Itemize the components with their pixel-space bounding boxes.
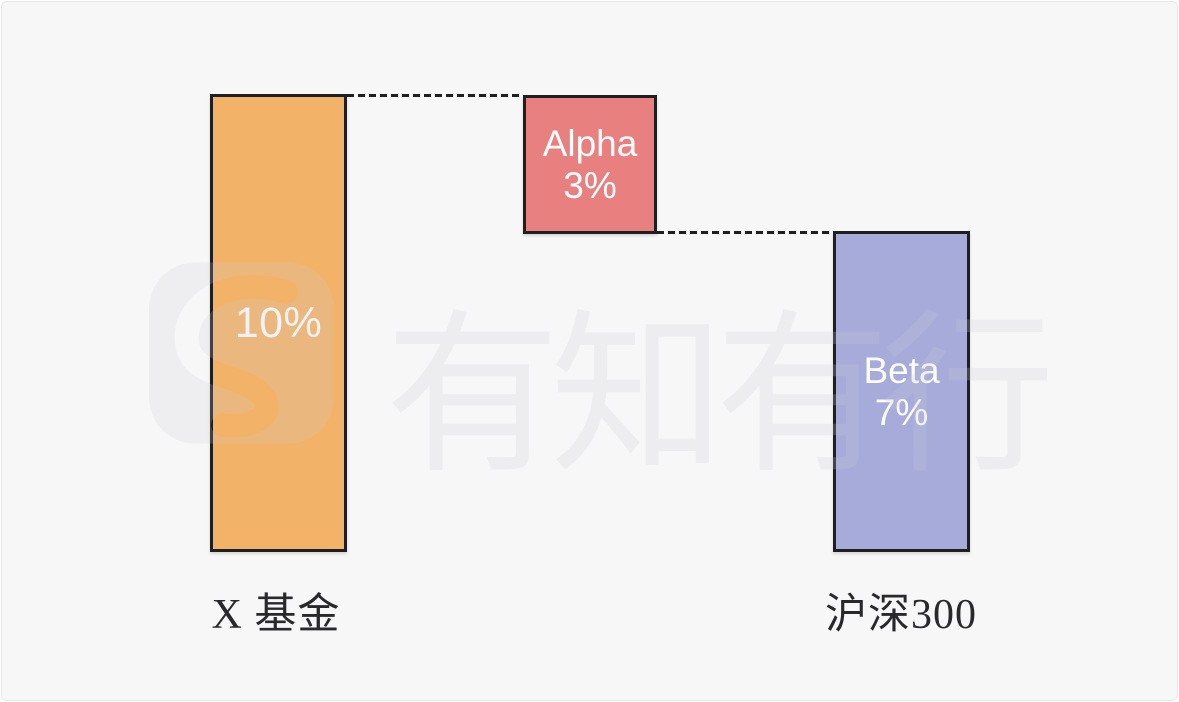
alpha-value-label: 3% — [563, 164, 617, 206]
connector-line-fund-to-alpha — [347, 94, 523, 97]
bar-beta-component: Beta 7% — [833, 231, 970, 552]
axis-label-benchmark: 沪深300 — [824, 592, 977, 638]
bar-fund-value-label: 10% — [234, 298, 323, 347]
bar-fund-total: 10% — [210, 94, 347, 552]
connector-line-alpha-to-beta — [657, 231, 833, 234]
beta-value-label: 7% — [874, 391, 929, 433]
beta-name-label: Beta — [863, 349, 940, 391]
bar-alpha-component: Alpha 3% — [523, 95, 657, 234]
alpha-name-label: Alpha — [542, 122, 638, 164]
axis-label-fund: X 基金 — [211, 592, 341, 638]
